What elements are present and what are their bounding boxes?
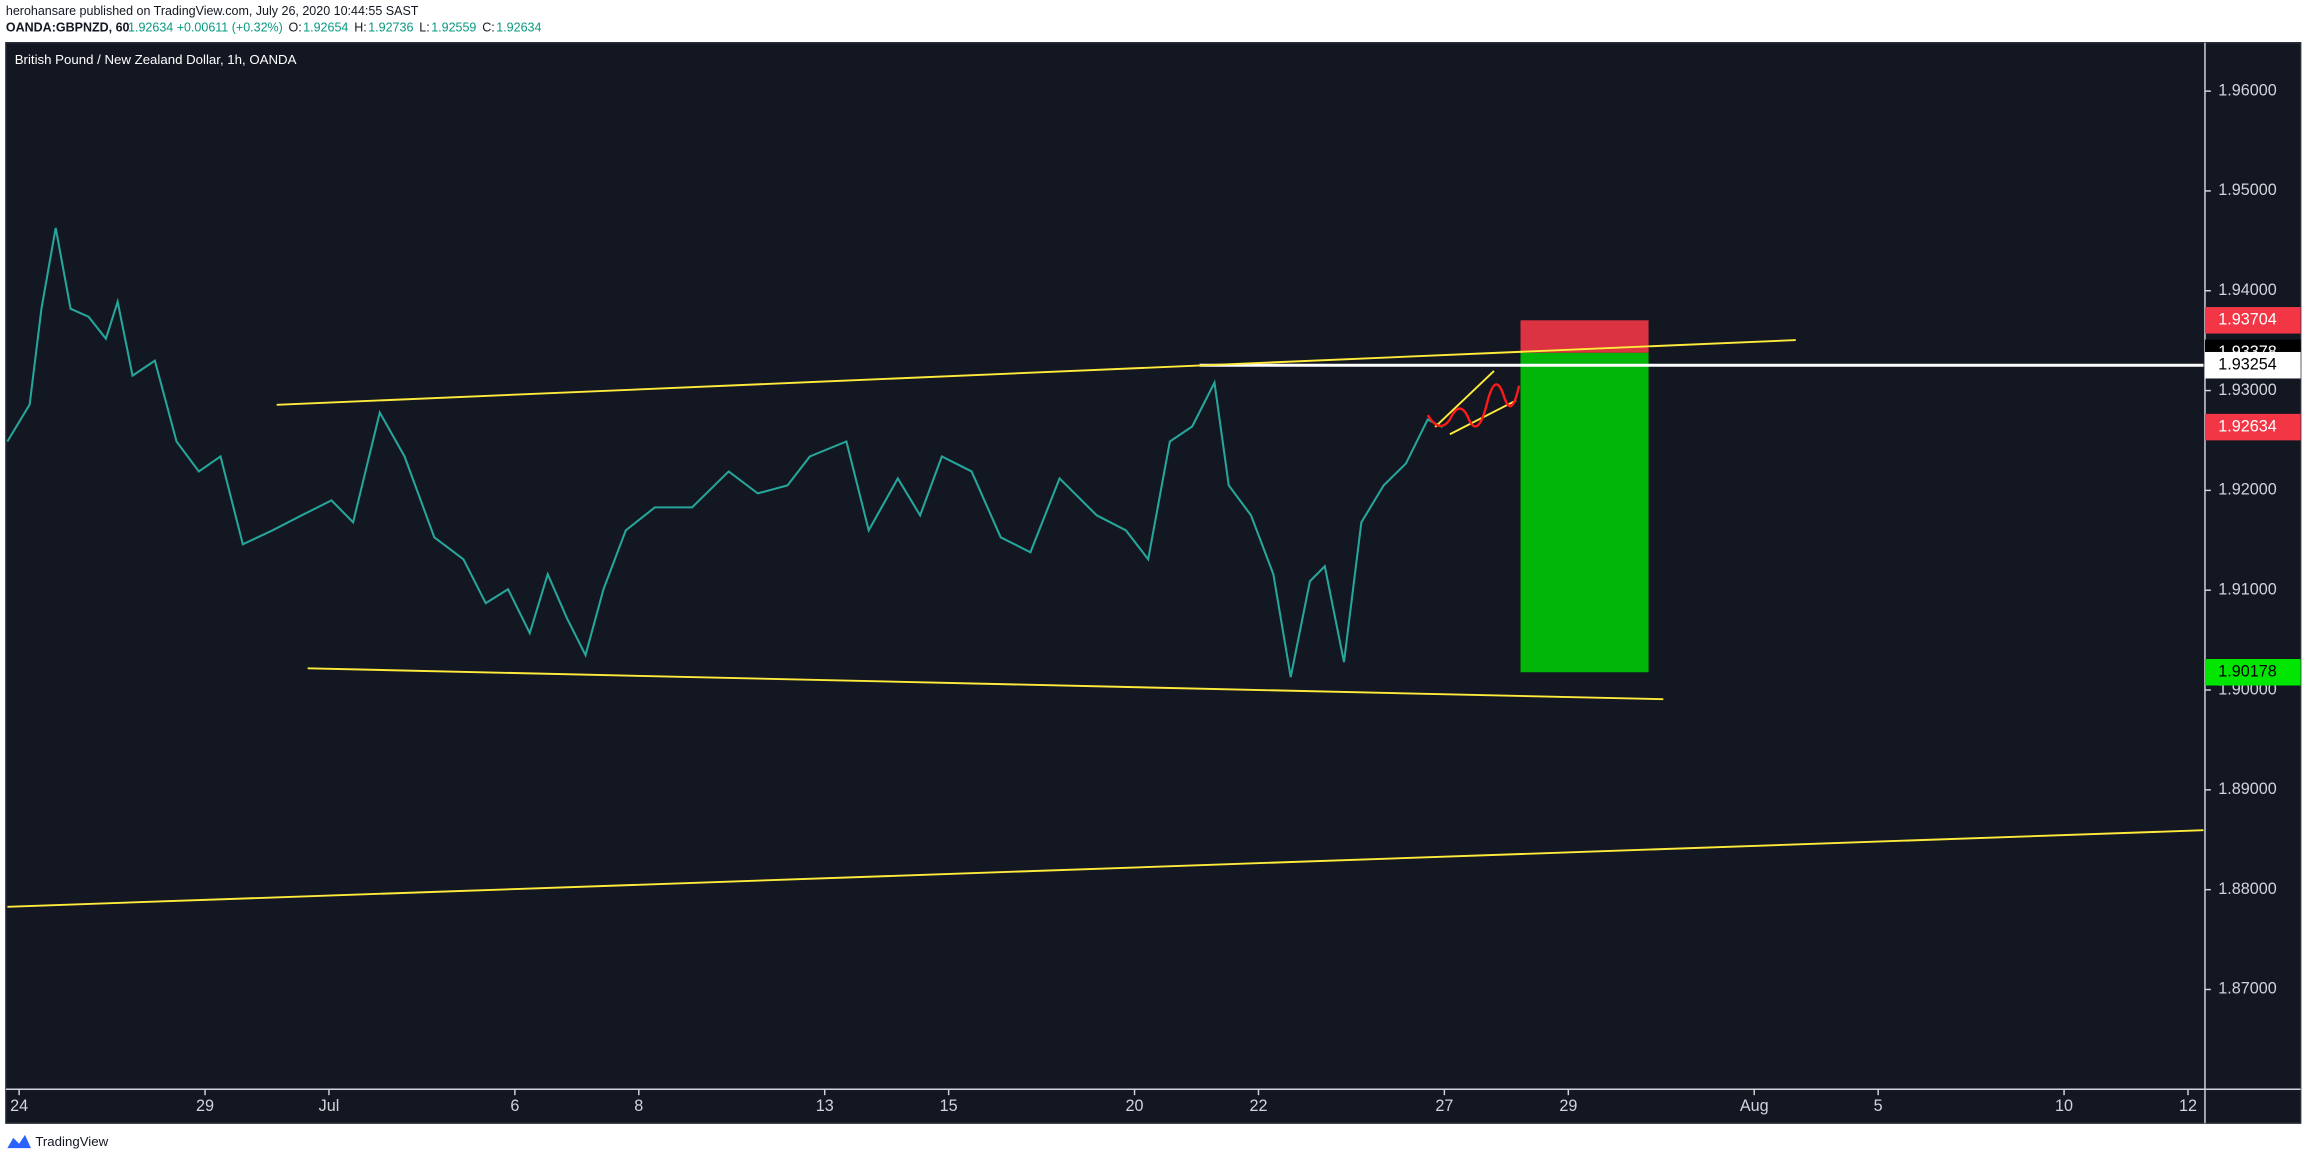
price-axis: 1.870001.880001.890001.900001.910001.920… [10, 81, 2301, 1115]
x-tick-label: 29 [1559, 1097, 1577, 1115]
brand-logo [7, 1134, 31, 1149]
x-tick-label: 27 [1435, 1097, 1453, 1115]
ohlc-label: H: [354, 20, 367, 34]
x-tick-label: 15 [940, 1097, 958, 1115]
y-tick-label: 1.94000 [2218, 281, 2277, 299]
y-tick-label: 1.92000 [2218, 481, 2277, 499]
symbol: OANDA:GBPNZD, 60 [6, 20, 130, 34]
x-tick-label: Aug [1740, 1097, 1769, 1115]
price-label-bg [2204, 351, 2301, 379]
ohlc-value: 1.92736 [368, 20, 413, 34]
ohlc-label: C: [482, 20, 494, 34]
ohlc-label: O: [289, 20, 302, 34]
x-tick-label: 5 [1874, 1097, 1883, 1115]
brand: TradingView [35, 1134, 108, 1149]
x-tick-label: 10 [2055, 1097, 2073, 1115]
y-tick-label: 1.91000 [2218, 580, 2277, 598]
ohlc: O: 1.92654 H: 1.92736 L: 1.92559 C: 1.92634 [289, 20, 542, 34]
quote: 1.92634 +0.00611 (+0.32%) [128, 20, 283, 34]
projection-path [1426, 383, 1521, 428]
trend-line [307, 667, 1664, 701]
ohlc-label: L: [419, 20, 429, 34]
ohlc-value: 1.92634 [496, 20, 541, 34]
y-tick-label: 1.87000 [2218, 980, 2277, 998]
price-label: 1.93704 [2218, 311, 2277, 329]
plot [6, 227, 2204, 678]
x-tick-label: 24 [10, 1097, 28, 1115]
x-tick-label: 13 [816, 1097, 834, 1115]
price-label-bg [2204, 307, 2301, 334]
target-zone [1520, 352, 1649, 673]
y-tick-label: 1.95000 [2218, 181, 2277, 199]
x-tick-label: 29 [196, 1097, 214, 1115]
x-tick-label: Jul [319, 1097, 340, 1115]
price-label: 1.90178 [2218, 663, 2277, 681]
footer [0, 1124, 2308, 1160]
ohlc-value: 1.92559 [431, 20, 476, 34]
author-line: herohansare published on TradingView.com… [6, 4, 419, 18]
price-label: 1.92634 [2218, 417, 2277, 435]
ohlc-value: 1.92654 [303, 20, 348, 34]
price-line [6, 227, 1443, 678]
trend-line [7, 829, 2204, 908]
y-tick-label: 1.96000 [2218, 81, 2277, 99]
x-tick-label: 20 [1126, 1097, 1144, 1115]
chart-title: British Pound / New Zealand Dollar, 1h, … [15, 52, 297, 67]
price-label: 1.93254 [2218, 356, 2277, 374]
chart-frame [5, 42, 2302, 1124]
flag-line [1434, 370, 1495, 428]
x-tick-label: 6 [510, 1097, 519, 1115]
y-tick-label: 1.89000 [2218, 780, 2277, 798]
x-tick-label: 22 [1249, 1097, 1267, 1115]
x-tick-label: 8 [634, 1097, 643, 1115]
y-tick-label: 1.93000 [2218, 381, 2277, 399]
y-tick-label: 1.88000 [2218, 880, 2277, 898]
price-label-bg [2204, 413, 2301, 441]
price-label-bg [2204, 659, 2301, 686]
trend-line [276, 339, 1796, 406]
x-tick-label: 12 [2179, 1097, 2197, 1115]
